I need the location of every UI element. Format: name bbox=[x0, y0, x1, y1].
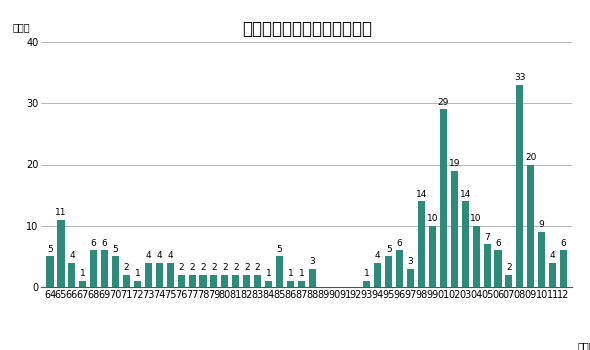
Bar bbox=[57, 220, 64, 287]
Bar bbox=[462, 201, 469, 287]
Bar bbox=[407, 269, 414, 287]
Bar bbox=[484, 244, 491, 287]
Text: 1: 1 bbox=[266, 270, 271, 279]
Bar bbox=[189, 275, 196, 287]
Text: 2: 2 bbox=[506, 263, 512, 272]
Bar bbox=[123, 275, 130, 287]
Bar bbox=[363, 281, 371, 287]
Bar bbox=[265, 281, 272, 287]
Bar bbox=[254, 275, 261, 287]
Text: 6: 6 bbox=[91, 239, 97, 248]
Text: 1: 1 bbox=[135, 270, 140, 279]
Text: 2: 2 bbox=[255, 263, 260, 272]
Text: 4: 4 bbox=[146, 251, 151, 260]
Bar bbox=[287, 281, 294, 287]
Text: 4: 4 bbox=[69, 251, 75, 260]
Bar bbox=[549, 262, 556, 287]
Bar bbox=[396, 250, 403, 287]
Text: 14: 14 bbox=[460, 190, 471, 199]
Bar bbox=[440, 109, 447, 287]
Bar bbox=[451, 171, 458, 287]
Text: 3: 3 bbox=[408, 257, 414, 266]
Text: 1: 1 bbox=[364, 270, 370, 279]
Text: 20: 20 bbox=[525, 153, 536, 162]
Text: 2: 2 bbox=[178, 263, 184, 272]
Text: 1: 1 bbox=[299, 270, 304, 279]
Text: 29: 29 bbox=[438, 98, 449, 107]
Bar bbox=[494, 250, 501, 287]
Bar bbox=[276, 256, 283, 287]
Bar bbox=[506, 275, 513, 287]
Text: 9: 9 bbox=[539, 220, 545, 230]
Bar bbox=[243, 275, 250, 287]
Text: 33: 33 bbox=[514, 74, 526, 83]
Text: 1: 1 bbox=[80, 270, 86, 279]
Bar bbox=[47, 256, 54, 287]
Text: 4: 4 bbox=[156, 251, 162, 260]
Text: 5: 5 bbox=[113, 245, 119, 254]
Text: 4: 4 bbox=[168, 251, 173, 260]
Bar bbox=[385, 256, 392, 287]
Text: 2: 2 bbox=[200, 263, 206, 272]
Bar bbox=[68, 262, 76, 287]
Bar bbox=[516, 85, 523, 287]
Bar bbox=[112, 256, 119, 287]
Text: 5: 5 bbox=[386, 245, 392, 254]
Text: 6: 6 bbox=[560, 239, 566, 248]
Bar bbox=[429, 226, 436, 287]
Bar bbox=[298, 281, 305, 287]
Bar bbox=[374, 262, 381, 287]
Text: 2: 2 bbox=[233, 263, 238, 272]
Text: 5: 5 bbox=[47, 245, 53, 254]
Bar bbox=[156, 262, 163, 287]
Bar bbox=[211, 275, 218, 287]
Text: 19: 19 bbox=[448, 159, 460, 168]
Bar bbox=[178, 275, 185, 287]
Text: 2: 2 bbox=[189, 263, 195, 272]
Bar bbox=[309, 269, 316, 287]
Text: 14: 14 bbox=[416, 190, 427, 199]
Text: （年）: （年） bbox=[578, 341, 590, 350]
Text: 2: 2 bbox=[222, 263, 228, 272]
Text: 6: 6 bbox=[102, 239, 107, 248]
Bar bbox=[232, 275, 240, 287]
Text: 4: 4 bbox=[375, 251, 381, 260]
Text: 3: 3 bbox=[309, 257, 315, 266]
Text: 7: 7 bbox=[484, 233, 490, 241]
Text: 2: 2 bbox=[124, 263, 129, 272]
Bar bbox=[418, 201, 425, 287]
Text: 6: 6 bbox=[397, 239, 402, 248]
Text: 2: 2 bbox=[244, 263, 250, 272]
Text: 1: 1 bbox=[287, 270, 293, 279]
Bar bbox=[560, 250, 567, 287]
Bar bbox=[473, 226, 480, 287]
Text: 11: 11 bbox=[55, 208, 67, 217]
Bar bbox=[90, 250, 97, 287]
Bar bbox=[145, 262, 152, 287]
Text: 4: 4 bbox=[550, 251, 555, 260]
Bar bbox=[101, 250, 108, 287]
Bar bbox=[79, 281, 86, 287]
Text: 2: 2 bbox=[211, 263, 217, 272]
Title: 上場企楮の倒産推移（年別）: 上場企楮の倒産推移（年別） bbox=[242, 20, 372, 38]
Text: 6: 6 bbox=[495, 239, 501, 248]
Bar bbox=[167, 262, 174, 287]
Text: 5: 5 bbox=[277, 245, 283, 254]
Text: 10: 10 bbox=[427, 214, 438, 223]
Bar bbox=[527, 164, 535, 287]
Text: 10: 10 bbox=[470, 214, 482, 223]
Text: （件）: （件） bbox=[12, 22, 30, 32]
Bar bbox=[199, 275, 206, 287]
Bar bbox=[134, 281, 141, 287]
Bar bbox=[538, 232, 545, 287]
Bar bbox=[221, 275, 228, 287]
